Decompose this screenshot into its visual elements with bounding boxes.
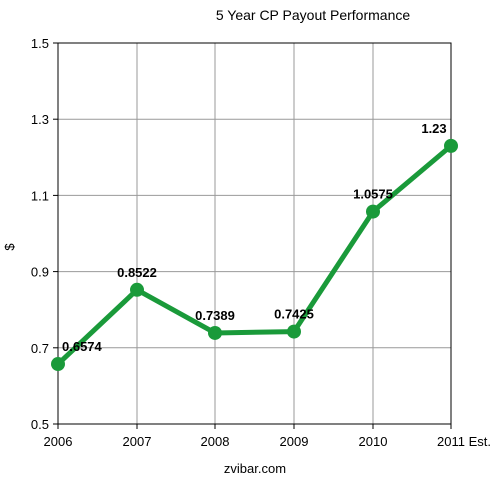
x-tick-label: 2009: [280, 434, 309, 449]
series-line-group: [51, 138, 458, 372]
data-label: 1.23: [421, 121, 446, 136]
data-point: [366, 204, 380, 219]
data-point: [287, 324, 301, 339]
y-axis-label: $: [2, 243, 17, 251]
x-axis-label: zvibar.com: [224, 461, 286, 476]
y-tick-label: 0.9: [31, 265, 49, 280]
y-tick-label: 0.5: [31, 417, 49, 432]
y-tick-label: 1.5: [31, 36, 49, 51]
y-tick-label: 0.7: [31, 341, 49, 356]
data-point: [208, 325, 222, 340]
data-labels: 0.6574 0.8522 0.7389 0.7425 1.0575 1.23: [62, 121, 447, 354]
x-axis-ticks: 2006 2007 2008 2009 2010 2011 Est.: [44, 424, 490, 449]
chart-title: 5 Year CP Payout Performance: [216, 7, 411, 23]
x-tick-label: 2011 Est.: [437, 434, 490, 449]
data-point: [444, 138, 458, 153]
series-line: [55, 143, 454, 367]
data-label: 0.6574: [62, 339, 103, 354]
data-point: [130, 282, 144, 297]
data-label: 0.7425: [274, 307, 314, 322]
x-tick-label: 2007: [123, 434, 152, 449]
data-label: 1.0575: [353, 187, 393, 202]
data-label: 0.7389: [195, 308, 235, 323]
grid: [57, 42, 452, 425]
x-tick-label: 2010: [359, 434, 388, 449]
data-point: [51, 357, 65, 372]
x-tick-label: 2006: [44, 434, 73, 449]
y-axis-ticks: 0.5 0.7 0.9 1.1 1.3 1.5: [31, 36, 58, 432]
y-tick-label: 1.3: [31, 112, 49, 127]
y-tick-label: 1.1: [31, 188, 49, 203]
x-tick-label: 2008: [201, 434, 230, 449]
data-label: 0.8522: [117, 265, 157, 280]
plot-area: [57, 42, 452, 425]
